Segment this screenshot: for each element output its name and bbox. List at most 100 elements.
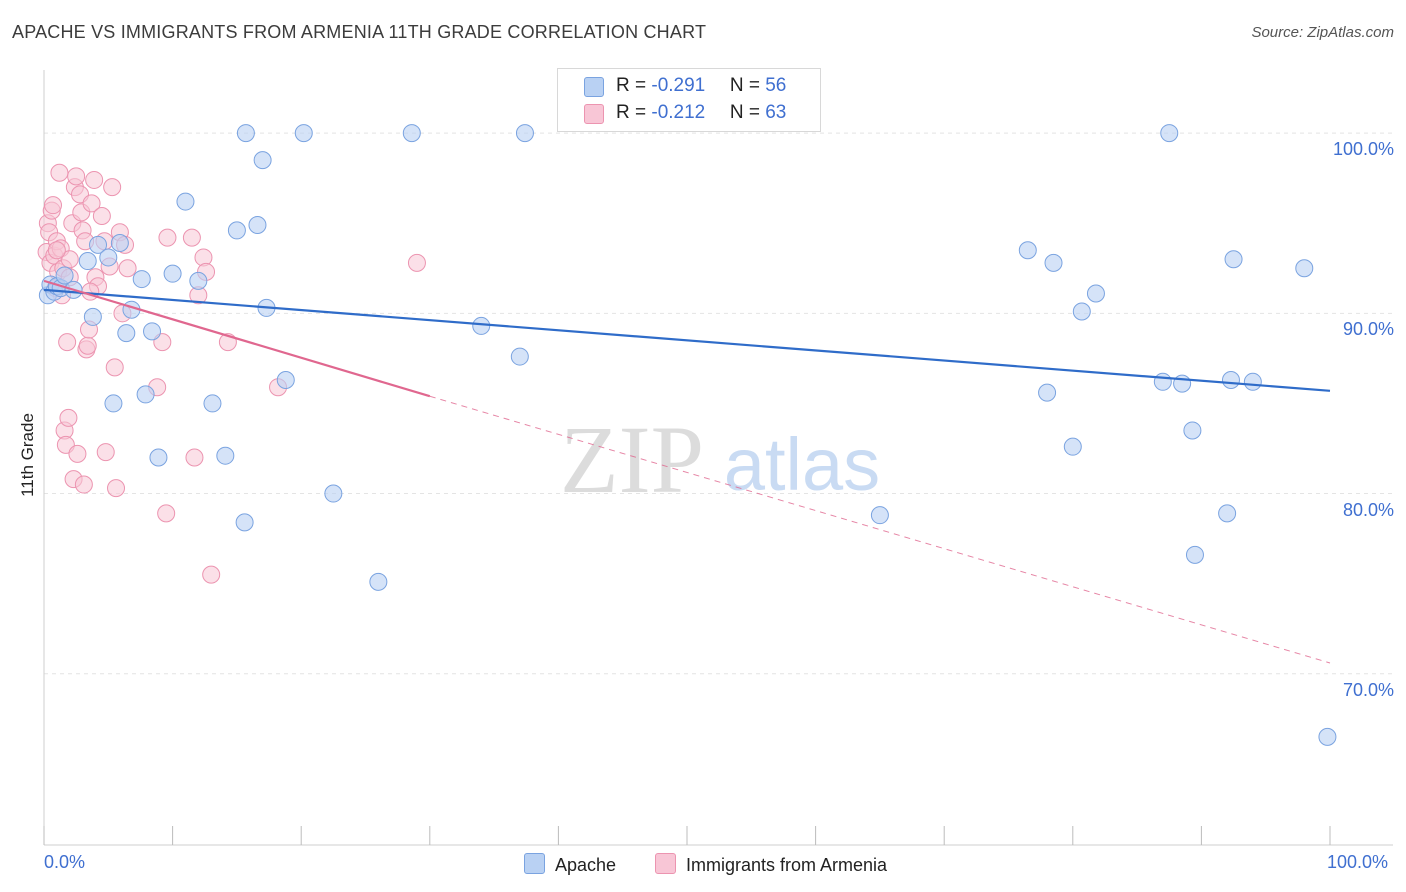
data-point-apache (78, 252, 97, 271)
bottom-legend-label-armenia: Immigrants from Armenia (686, 855, 888, 875)
x-tick-label-0: 0.0% (44, 852, 86, 872)
data-point-apache (203, 394, 222, 413)
data-point-apache (294, 124, 313, 143)
bottom-legend-label-apache: Apache (555, 855, 617, 875)
data-point-apache (1063, 437, 1082, 456)
data-point-apache (1218, 504, 1237, 523)
data-point-armenia (182, 228, 201, 247)
data-point-armenia (185, 448, 204, 467)
data-point-apache (1318, 727, 1337, 746)
data-point-armenia (85, 170, 104, 189)
trend-line-armenia-extension (429, 395, 1331, 664)
data-point-apache (1018, 241, 1037, 260)
data-point-apache (1072, 302, 1091, 321)
data-point-apache (369, 572, 388, 591)
data-point-armenia (44, 196, 63, 215)
bottom-legend-armenia: Immigrants from Armenia (655, 853, 887, 876)
data-point-armenia (59, 408, 78, 427)
legend-n-value: 56 (765, 75, 787, 96)
data-point-armenia (47, 241, 66, 260)
data-point-apache (117, 324, 136, 343)
data-point-apache (1086, 284, 1105, 303)
watermark-atlas: atlas (724, 423, 880, 506)
data-point-apache (248, 216, 267, 234)
data-point-apache (510, 347, 529, 366)
data-point-apache (136, 385, 155, 404)
data-point-armenia (68, 444, 87, 463)
legend-swatch-apache (584, 77, 604, 97)
data-point-armenia (96, 443, 115, 462)
data-point-armenia (74, 475, 93, 494)
data-point-apache (236, 124, 255, 143)
data-point-apache (1183, 421, 1202, 440)
legend-r-label: R = (616, 75, 652, 96)
data-point-apache (324, 484, 343, 503)
data-point-apache (1153, 372, 1172, 391)
watermark-zip: ZIP (560, 406, 704, 513)
data-point-apache (189, 271, 208, 290)
trend-lines (43, 279, 1331, 664)
data-point-apache (227, 221, 246, 240)
data-point-apache (104, 394, 123, 413)
data-point-apache (99, 248, 118, 267)
y-tick-label: 70.0% (1342, 679, 1394, 700)
gridlines (44, 132, 1393, 675)
data-point-apache (515, 124, 534, 143)
data-point-armenia (50, 163, 69, 182)
data-point-armenia (407, 253, 426, 272)
data-point-armenia (92, 206, 111, 225)
bottom-legend-swatch-apache (524, 853, 545, 874)
data-point-apache (216, 446, 235, 465)
legend-n-label: N = (729, 102, 766, 123)
data-point-apache (149, 448, 168, 467)
data-point-armenia (103, 178, 122, 197)
series-armenia-points (37, 163, 426, 584)
data-point-apache (1038, 383, 1057, 402)
legend-n-label: N = (729, 75, 766, 96)
chart-title: APACHE VS IMMIGRANTS FROM ARMENIA 11TH G… (12, 22, 707, 42)
legend-r-label: R = (616, 102, 652, 123)
y-tick-label: 80.0% (1342, 499, 1394, 520)
data-point-armenia (78, 336, 97, 355)
legend-r-value: -0.212 (651, 102, 706, 123)
data-point-apache (253, 151, 272, 170)
data-point-armenia (157, 504, 176, 523)
correlation-legend: R = -0.291 N = 56 R = -0.212 N = 63 (557, 68, 821, 132)
bottom-legend-swatch-armenia (655, 853, 676, 874)
data-point-apache (402, 124, 421, 143)
data-point-apache (163, 264, 182, 283)
data-point-apache (89, 235, 108, 254)
data-point-armenia (118, 259, 137, 278)
data-point-armenia (107, 479, 126, 498)
watermark: ZIP atlas (560, 406, 880, 513)
data-point-apache (1160, 124, 1179, 143)
data-point-apache (1295, 259, 1314, 278)
data-point-apache (143, 322, 162, 341)
data-point-armenia (67, 167, 86, 186)
data-point-apache (176, 192, 195, 211)
data-point-apache (55, 266, 74, 285)
data-point-apache (1243, 372, 1262, 391)
data-point-armenia (158, 228, 177, 247)
x-tick-label-100: 100.0% (1327, 852, 1389, 872)
data-point-armenia (105, 358, 124, 377)
y-tick-label: 90.0% (1342, 319, 1394, 340)
legend-r-value: -0.291 (651, 75, 706, 96)
y-tick-label: 100.0% (1332, 139, 1394, 160)
data-point-armenia (202, 565, 221, 584)
data-point-apache (1185, 545, 1204, 564)
data-point-apache (235, 513, 254, 532)
legend-n-value: 63 (765, 102, 787, 123)
data-point-armenia (60, 250, 79, 269)
source-label: Source: ZipAtlas.com (1251, 24, 1394, 41)
data-point-apache (1224, 250, 1243, 269)
data-point-apache (472, 316, 491, 335)
axes (43, 70, 1393, 846)
data-point-apache (110, 234, 129, 253)
data-point-apache (276, 371, 295, 389)
data-point-apache (132, 270, 151, 289)
trend-line-armenia (43, 279, 431, 398)
data-point-armenia (58, 333, 77, 352)
legend-swatch-armenia (584, 104, 604, 124)
